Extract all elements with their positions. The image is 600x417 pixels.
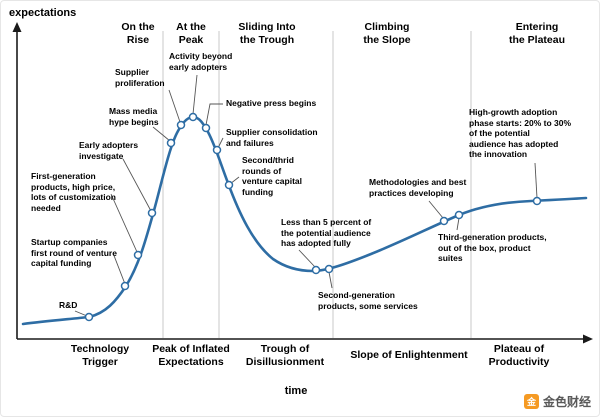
- curve-dot: [120, 281, 130, 291]
- curve-dot: [84, 312, 94, 322]
- curve-dot: [147, 208, 157, 218]
- phase-top-entering-plateau: Entering the Plateau: [508, 21, 566, 46]
- annotation-less-than-5-percent: Less than 5 percent of the potential aud…: [281, 217, 372, 248]
- watermark-text: 金色财经: [542, 395, 591, 409]
- annotation-rd: R&D: [59, 300, 78, 310]
- curve-dots: [84, 112, 542, 322]
- phase-bottom-trough: Trough of Disillusionment: [245, 343, 325, 368]
- leader-supplier-proliferation: [168, 89, 181, 123]
- curve-dot: [311, 265, 321, 275]
- annotation-first-generation: First-generation products, high price, l…: [31, 171, 116, 213]
- annotation-third-generation: Third-generation products, out of the bo…: [438, 232, 547, 263]
- curve-dot: [166, 138, 176, 148]
- leader-early-adopters: [122, 158, 152, 212]
- leader-lines: [74, 74, 538, 317]
- annotation-high-growth: High-growth adoption phase starts: 20% t…: [469, 107, 572, 159]
- leader-activity-beyond: [192, 74, 198, 115]
- annotation-mass-media: Mass media hype begins: [109, 106, 159, 127]
- curve-dot: [212, 145, 222, 155]
- leader-second-generation: [328, 271, 333, 289]
- phase-bottom-plateau-productivity: Plateau of Productivity: [488, 343, 550, 368]
- leader-negative-press: [205, 103, 223, 126]
- leader-less-than-5: [298, 249, 316, 268]
- annotation-methodologies: Methodologies and best practices develop…: [369, 177, 467, 198]
- curve-dot: [224, 180, 234, 190]
- curve-dot: [201, 123, 211, 133]
- curve-dot: [176, 120, 186, 130]
- y-axis-arrow: [12, 22, 22, 32]
- annotation-activity-beyond: Activity beyond early adopters: [169, 51, 233, 72]
- phase-bottom-peak-inflated: Peak of Inflated Expectations: [152, 343, 230, 368]
- annotation-startup-companies: Startup companies first round of venture…: [31, 237, 117, 268]
- leader-mass-media: [152, 126, 171, 142]
- phase-separators: [162, 31, 472, 338]
- phase-top-at-the-peak: At the Peak: [176, 21, 206, 46]
- leader-third-generation: [456, 217, 460, 231]
- phase-bottom-technology-trigger: Technology Trigger: [70, 343, 130, 368]
- curve-dot: [133, 250, 143, 260]
- x-axis-label: time: [284, 385, 308, 397]
- leader-rd: [74, 310, 88, 317]
- phase-top-climbing-the-slope: Climbing the Slope: [363, 21, 411, 46]
- y-axis-label: expectations: [9, 7, 77, 19]
- leader-startup: [112, 252, 126, 285]
- curve-dot: [532, 196, 542, 206]
- annotation-supplier-consolidation: Supplier consolidation and failures: [226, 127, 318, 148]
- phase-bottom-slope-enlightenment: Slope of Enlightenment: [350, 349, 468, 361]
- hype-curve: [21, 115, 588, 326]
- annotation-second-generation: Second-generation products, some service…: [318, 290, 418, 311]
- leader-first-gen: [110, 193, 138, 253]
- annotation-early-adopters: Early adopters investigate: [79, 140, 139, 161]
- x-axis-arrow: [583, 334, 593, 344]
- jinse-logo-icon: 金: [523, 394, 539, 409]
- phase-top-sliding-into-trough: Sliding Into the Trough: [238, 21, 296, 46]
- annotation-supplier-proliferation: Supplier proliferation: [115, 67, 165, 88]
- annotation-negative-press: Negative press begins: [226, 98, 317, 108]
- curve-dot: [188, 112, 198, 122]
- axes: [16, 31, 585, 340]
- curve-dot: [439, 216, 449, 226]
- curve-dot: [454, 210, 464, 220]
- leader-methodologies: [428, 200, 444, 219]
- annotation-second-third-rounds: Second/thrid rounds of venture capital f…: [242, 155, 302, 197]
- leader-high-growth: [534, 162, 538, 199]
- phase-top-on-the-rise: On the Rise: [121, 21, 155, 46]
- watermark: 金 金色财经: [523, 393, 591, 410]
- curve-dot: [324, 264, 334, 274]
